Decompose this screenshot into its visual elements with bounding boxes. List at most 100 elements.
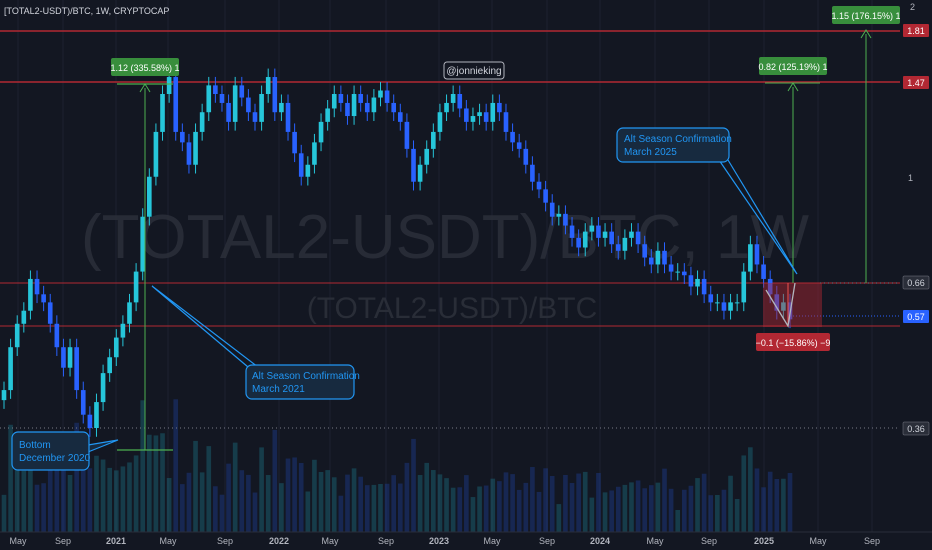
volume-bar [351, 468, 357, 532]
volume-bar [748, 447, 753, 532]
candle-series [1, 68, 793, 437]
handle-text: @jonnieking [446, 66, 501, 77]
candle-body [510, 131, 515, 143]
candle-body [391, 102, 397, 113]
time-axis-label: 2021 [106, 536, 126, 546]
volume-bar [74, 422, 79, 532]
candle-body [404, 121, 410, 149]
time-axis: May Sep 2021 May Sep 2022 May Sep 2023 May Sep 2024… [9, 536, 880, 546]
volume-bar [695, 478, 700, 532]
candle-body [695, 278, 700, 287]
volume-bar [199, 472, 205, 532]
volume-bar [28, 447, 33, 532]
candle-body [589, 225, 595, 232]
candle-body [728, 302, 733, 311]
callout-2021[interactable]: Alt Season Confirmation March 2021 [151, 285, 360, 400]
volume-bar [193, 440, 198, 532]
candle-body [648, 257, 654, 265]
candle-body [622, 237, 628, 251]
time-axis-label: May [483, 536, 501, 546]
volume-bar [662, 468, 667, 532]
candle-body [563, 213, 568, 226]
measure-2021-label: 1.12 (335.58%) 1 [110, 63, 179, 73]
volume-bar [688, 485, 694, 532]
callout-bottom[interactable]: Bottom December 2020 [11, 431, 119, 471]
volume-bar [437, 474, 443, 532]
candle-body [41, 294, 46, 303]
price-label-036[interactable]: 0.36 [902, 421, 930, 436]
volume-bar [120, 466, 126, 532]
volume-bar [503, 472, 509, 532]
time-axis-label: Sep [539, 536, 555, 546]
volume-bar [113, 470, 119, 532]
price-label-066[interactable]: 0.66 [902, 275, 930, 290]
volume-bar [47, 469, 53, 532]
candle-body [312, 142, 317, 165]
measure-2025b-label-box[interactable] [832, 6, 900, 24]
volume-bar [569, 482, 575, 532]
candle-body [470, 116, 476, 122]
time-axis-label: 2025 [754, 536, 774, 546]
candle-body [629, 231, 634, 238]
volume-bar [232, 442, 238, 532]
candle-body [662, 250, 667, 265]
volume-bar [14, 466, 20, 532]
volume-bar [186, 472, 192, 532]
candle-body [285, 102, 291, 132]
volume-bar [563, 474, 568, 532]
candle-body [252, 112, 258, 122]
candle-body [193, 131, 198, 165]
candle-body [298, 153, 304, 177]
candle-body [74, 347, 79, 391]
measure-2021-label-box[interactable] [111, 58, 179, 76]
price-label-057[interactable]: 0.57 [903, 310, 929, 323]
candle-body [338, 93, 344, 103]
price-label-181[interactable]: 1.81 [903, 24, 929, 37]
drawdown-label-box[interactable] [756, 333, 830, 351]
volume-bar [312, 459, 317, 532]
candle-body [219, 93, 225, 103]
candle-body [318, 121, 324, 143]
time-axis-label: May [809, 536, 827, 546]
handle-box[interactable] [443, 61, 505, 80]
volume-bar [444, 478, 449, 532]
volume-bar [206, 446, 212, 532]
volume-bar [668, 488, 674, 532]
volume-bar [530, 467, 535, 532]
candle-body [682, 271, 687, 276]
candle-body [761, 264, 766, 279]
volume-bar [371, 484, 377, 532]
price-tick-1: 1 [908, 173, 913, 183]
candle-body [246, 97, 251, 113]
volume-bar [510, 474, 515, 532]
candle-body [530, 164, 535, 182]
drawdown-zone[interactable] [763, 283, 822, 327]
volume-bar [94, 455, 99, 532]
volume-bar [8, 424, 13, 532]
callout-2025[interactable]: Alt Season Confirmation March 2025 [616, 127, 798, 275]
measure-2025b-label: 1.15 (176.15%) 1 [831, 11, 900, 21]
volume-bar [358, 476, 363, 532]
candle-body [609, 231, 614, 245]
candle-body [199, 112, 205, 132]
volume-bar [87, 468, 93, 532]
volume-bar [609, 490, 614, 532]
measure-2025a-label-box[interactable] [759, 57, 827, 75]
volume-bar [536, 491, 542, 532]
time-axis-label: May [321, 536, 339, 546]
volume-bar [384, 483, 390, 532]
callout-2021-line1: Alt Season Confirmation [252, 371, 360, 382]
candle-body [54, 323, 60, 348]
volume-bar [470, 497, 476, 532]
volume-bar [635, 480, 641, 532]
candle-body [186, 142, 192, 165]
candle-body [279, 102, 284, 113]
volume-bar [80, 462, 86, 532]
price-label-147[interactable]: 1.47 [903, 76, 929, 89]
candle-body [213, 85, 218, 94]
volume-bar [213, 486, 218, 532]
candle-body [774, 294, 780, 311]
volume-bar [754, 468, 760, 532]
volume-bar [107, 467, 112, 532]
volume-bar [701, 473, 707, 532]
